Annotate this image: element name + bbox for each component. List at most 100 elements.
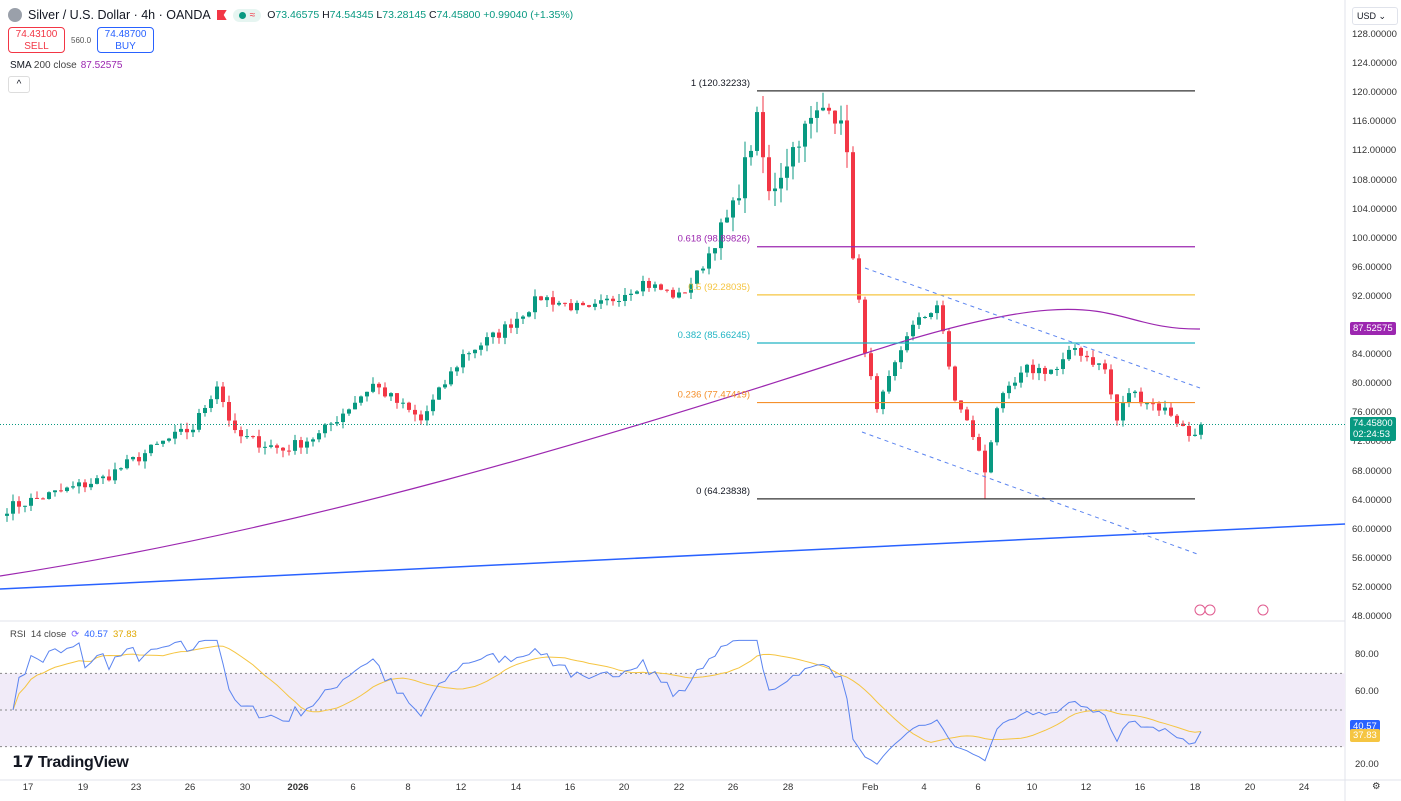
candle-body — [881, 391, 885, 410]
candle-body — [1151, 403, 1155, 405]
candle-body — [395, 393, 399, 403]
candle — [671, 287, 675, 299]
candle — [749, 145, 753, 166]
candle — [275, 443, 279, 454]
candle — [587, 304, 591, 308]
candle — [407, 401, 411, 413]
candle — [569, 299, 573, 312]
candle-body — [785, 166, 789, 178]
settings-gear-icon[interactable]: ⚙ — [1372, 781, 1381, 792]
tradingview-logo[interactable]: 𝟭𝟳 TradingView — [12, 754, 129, 771]
candle — [305, 437, 309, 454]
candle-body — [869, 353, 873, 377]
candle-body — [683, 292, 687, 294]
candle-body — [191, 429, 195, 433]
collapse-legend-button[interactable]: ^ — [8, 76, 30, 93]
candle — [35, 491, 39, 499]
candle — [89, 478, 93, 491]
candle — [233, 413, 237, 434]
candle — [977, 433, 981, 452]
candle — [1157, 401, 1161, 416]
candle-body — [1037, 367, 1041, 374]
candle — [449, 367, 453, 387]
candle — [245, 428, 249, 439]
symbol-header: Silver / U.S. Dollar · 4h · OANDA ≈ O73.… — [8, 8, 573, 22]
candle — [47, 491, 51, 500]
candle-body — [215, 386, 219, 400]
candle-body — [245, 436, 249, 438]
candle-body — [887, 376, 891, 392]
candle — [989, 440, 993, 474]
candle — [1007, 381, 1011, 399]
sell-button[interactable]: 74.43100 SELL — [8, 27, 65, 53]
candle-body — [761, 112, 765, 158]
time-tick: 26 — [727, 782, 739, 793]
rsi-tick: 80.00 — [1355, 649, 1379, 660]
candle — [299, 436, 303, 454]
candle-body — [1157, 403, 1161, 411]
candle-body — [719, 222, 723, 249]
candle — [1121, 395, 1125, 427]
candle-body — [473, 349, 477, 354]
candle — [17, 496, 21, 514]
candle — [797, 140, 801, 163]
sma-legend[interactable]: SMA 200 close 87.52575 — [10, 60, 123, 71]
candle — [209, 395, 213, 413]
candle-body — [389, 393, 393, 397]
candle-body — [449, 371, 453, 385]
candle — [29, 493, 33, 512]
candle — [731, 197, 735, 232]
candle — [791, 141, 795, 180]
symbol-title[interactable]: Silver / U.S. Dollar · 4h · OANDA — [28, 8, 211, 22]
candle — [653, 281, 657, 292]
candle — [239, 426, 243, 444]
candle — [935, 300, 939, 320]
candle — [125, 454, 129, 470]
price-tick: 124.00000 — [1352, 58, 1397, 70]
candle — [257, 429, 261, 453]
candle-body — [1001, 393, 1005, 409]
candle — [431, 394, 435, 416]
buy-button[interactable]: 74.48700 BUY — [97, 27, 155, 53]
candle-body — [257, 436, 261, 448]
candle-body — [773, 188, 777, 192]
price-tick: 64.00000 — [1352, 494, 1392, 506]
price-tick: 60.00000 — [1352, 523, 1392, 535]
candle-body — [65, 487, 69, 492]
time-tick: 12 — [455, 782, 467, 793]
candle-body — [1103, 363, 1107, 370]
candle-body — [419, 414, 423, 421]
candle — [1133, 390, 1137, 398]
candle — [1103, 359, 1107, 374]
price-tick: 84.00000 — [1352, 349, 1392, 361]
candle — [419, 410, 423, 425]
candle-body — [239, 430, 243, 437]
time-tick: 16 — [1134, 782, 1146, 793]
candle-body — [545, 297, 549, 301]
candle — [251, 435, 255, 439]
currency-select[interactable]: USD ⌄ — [1352, 7, 1398, 25]
candle — [1169, 403, 1173, 418]
candle-body — [125, 459, 129, 469]
candle-body — [581, 302, 585, 306]
candle — [191, 423, 195, 438]
candle — [401, 398, 405, 409]
economic-event-icon — [1257, 604, 1269, 616]
candle-body — [707, 253, 711, 269]
market-status-pill[interactable]: ≈ — [232, 8, 262, 22]
candle-body — [491, 332, 495, 338]
candle — [329, 421, 333, 432]
candle — [521, 315, 525, 325]
candle — [293, 434, 297, 455]
candle — [1139, 387, 1143, 407]
candle — [11, 494, 15, 521]
candle — [497, 328, 501, 344]
settings-icon[interactable]: ⟳ — [71, 629, 80, 640]
rsi-line — [12, 639, 1202, 765]
rsi-legend[interactable]: RSI 14 close ⟳ 40.57 37.83 — [10, 629, 137, 640]
candle-body — [827, 107, 831, 111]
candle — [599, 294, 603, 310]
flag-icon[interactable] — [216, 10, 227, 20]
candle — [905, 332, 909, 353]
